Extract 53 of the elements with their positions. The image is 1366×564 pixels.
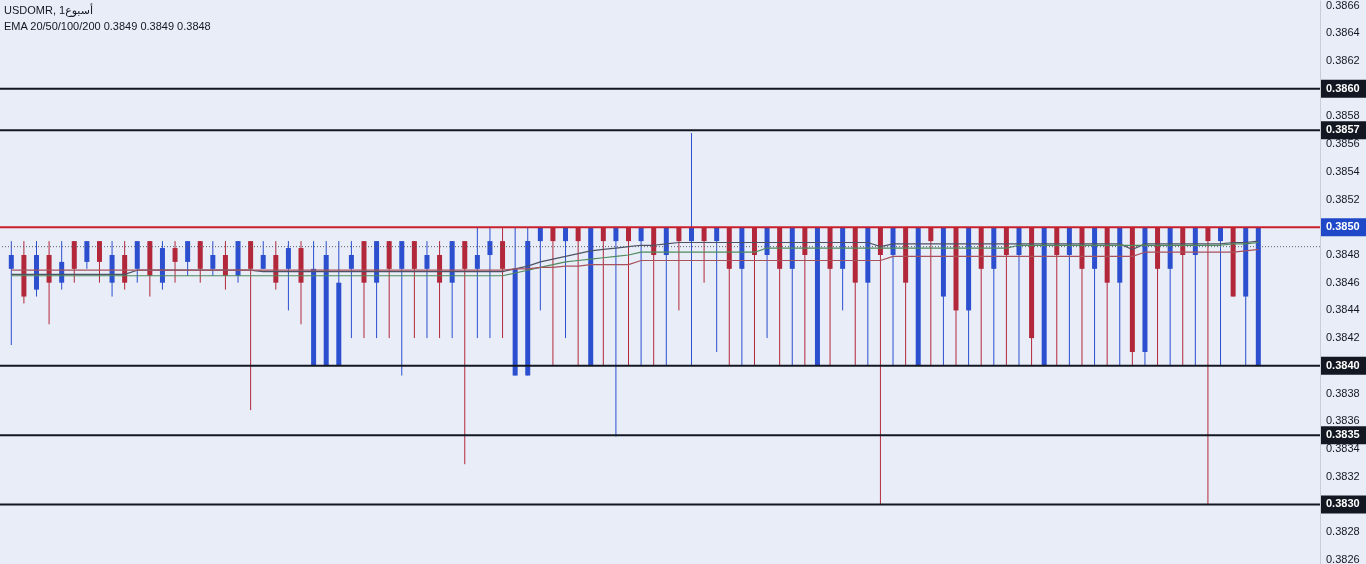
y-tick-label: 0.3866 bbox=[1326, 0, 1360, 11]
candlestick bbox=[688, 132, 694, 367]
y-tick-label: 0.3838 bbox=[1326, 386, 1360, 399]
y-tick-label: 0.3828 bbox=[1326, 525, 1360, 538]
candlestick bbox=[285, 240, 291, 311]
candlestick bbox=[676, 226, 682, 311]
candlestick bbox=[613, 226, 619, 438]
candlestick bbox=[1205, 226, 1211, 505]
y-tick-label: 0.3854 bbox=[1326, 164, 1360, 177]
y-tick-label: 0.3856 bbox=[1326, 137, 1360, 150]
candlestick bbox=[928, 226, 934, 367]
ref-line-label: 0.3840 bbox=[1326, 358, 1360, 371]
y-tick-label: 0.3834 bbox=[1326, 441, 1360, 454]
candlestick bbox=[84, 240, 90, 270]
candlestick bbox=[626, 226, 632, 367]
y-tick-label: 0.3848 bbox=[1326, 247, 1360, 260]
candlestick bbox=[575, 226, 581, 367]
ref-line-label: 0.3860 bbox=[1326, 81, 1360, 94]
y-tick-label: 0.3836 bbox=[1326, 414, 1360, 427]
ref-line-label: 0.3850 bbox=[1326, 220, 1360, 233]
candlestick bbox=[172, 240, 178, 284]
candlestick bbox=[96, 240, 102, 284]
candlestick bbox=[537, 226, 543, 311]
y-tick-label: 0.3858 bbox=[1326, 109, 1360, 122]
candlestick bbox=[487, 226, 493, 339]
candlestick bbox=[348, 240, 354, 339]
y-tick-label: 0.3842 bbox=[1326, 331, 1360, 344]
candlestick bbox=[714, 226, 720, 353]
y-tick-label: 0.3844 bbox=[1326, 303, 1360, 316]
candlestick bbox=[600, 226, 606, 367]
y-tick-label: 0.3864 bbox=[1326, 26, 1360, 39]
y-tick-label: 0.3832 bbox=[1326, 469, 1360, 482]
candlestick bbox=[185, 240, 191, 277]
candlestick bbox=[222, 240, 228, 291]
ref-line-label: 0.3830 bbox=[1326, 497, 1360, 510]
text: EMA 20/50/100/200 0.3849 0.3849 0.3848 bbox=[4, 20, 211, 32]
candlestick bbox=[260, 240, 266, 270]
candlestick bbox=[474, 226, 480, 339]
candlestick bbox=[550, 226, 556, 367]
y-tick-label: 0.3846 bbox=[1326, 275, 1360, 288]
y-tick-label: 0.3862 bbox=[1326, 53, 1360, 66]
candlestick bbox=[563, 226, 569, 339]
y-tick-label: 0.3826 bbox=[1326, 552, 1360, 564]
candlestick bbox=[701, 226, 707, 284]
candlestick bbox=[1218, 226, 1224, 367]
candlestick bbox=[638, 226, 644, 367]
y-tick-label: 0.3852 bbox=[1326, 192, 1360, 205]
candlestick bbox=[8, 240, 14, 346]
chart-title: USDOMR, 1أسبوع bbox=[4, 3, 93, 17]
ref-line-label: 0.3835 bbox=[1326, 428, 1360, 441]
candlestick bbox=[424, 240, 430, 339]
candlestick bbox=[210, 240, 216, 277]
ref-line-label: 0.3857 bbox=[1326, 123, 1360, 136]
